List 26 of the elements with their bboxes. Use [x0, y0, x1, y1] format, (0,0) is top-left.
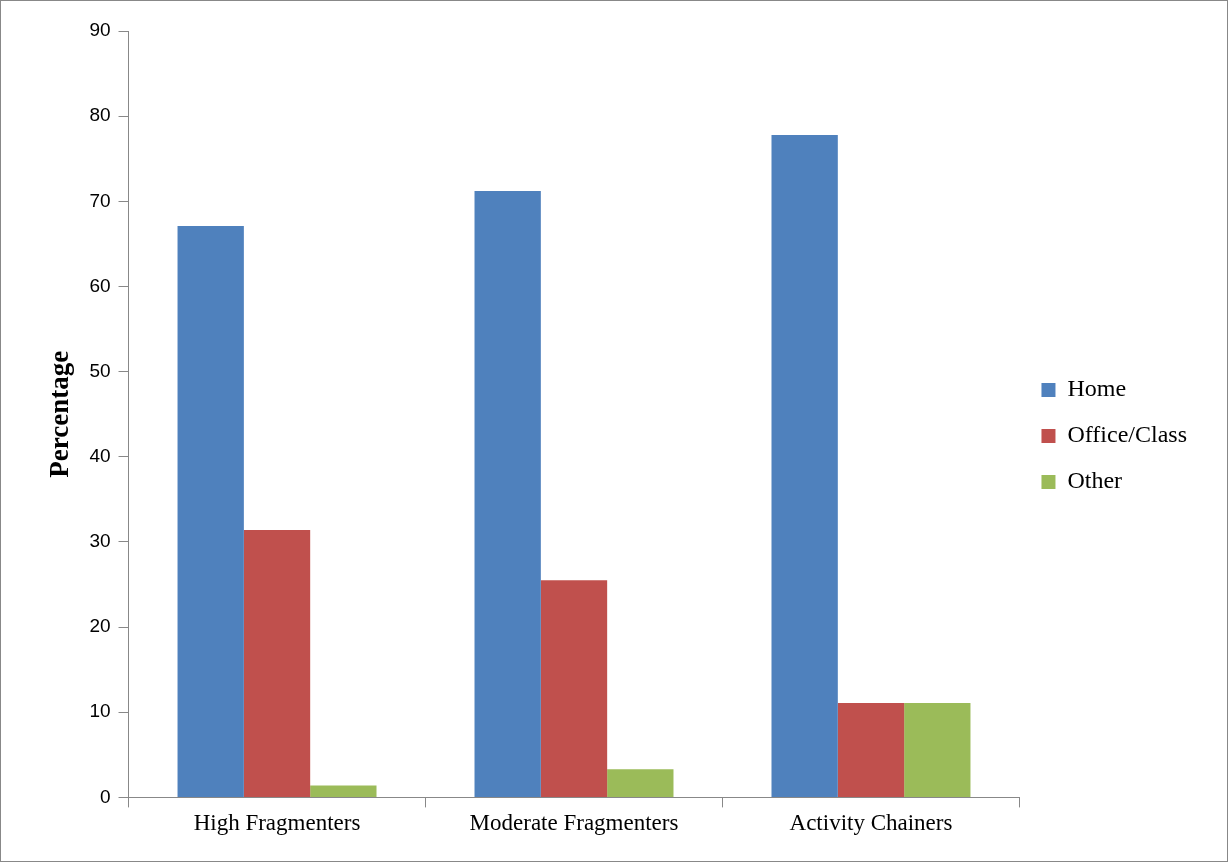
y-tick-label: 50 — [89, 359, 111, 381]
bar — [837, 702, 905, 797]
y-axis-title: Percentage — [44, 350, 75, 478]
legend-label: Other — [1067, 467, 1123, 494]
bar — [243, 530, 311, 797]
bar — [607, 769, 674, 797]
y-tick-label: 90 — [89, 19, 111, 41]
y-tick-label: 30 — [89, 530, 111, 552]
y-tick-label: 40 — [89, 445, 111, 467]
bar — [904, 702, 971, 797]
x-tick-label: Moderate Fragmenters — [469, 810, 679, 836]
y-tick-label: 10 — [89, 700, 111, 722]
bar — [177, 226, 244, 797]
bar — [474, 191, 541, 797]
y-tick-label: 20 — [89, 615, 111, 637]
y-tick-label: 60 — [89, 274, 111, 296]
legend-label: Home — [1067, 375, 1127, 402]
bar — [540, 580, 608, 797]
y-tick-label: 70 — [89, 189, 111, 211]
bar — [310, 785, 377, 797]
x-tick-label: Activity Chainers — [789, 810, 953, 836]
bar — [771, 134, 838, 797]
y-tick-label: 80 — [89, 104, 111, 126]
y-tick-label: 0 — [99, 785, 111, 807]
legend-label: Office/Class — [1067, 421, 1187, 448]
x-tick-label: High Fragmenters — [193, 810, 361, 836]
